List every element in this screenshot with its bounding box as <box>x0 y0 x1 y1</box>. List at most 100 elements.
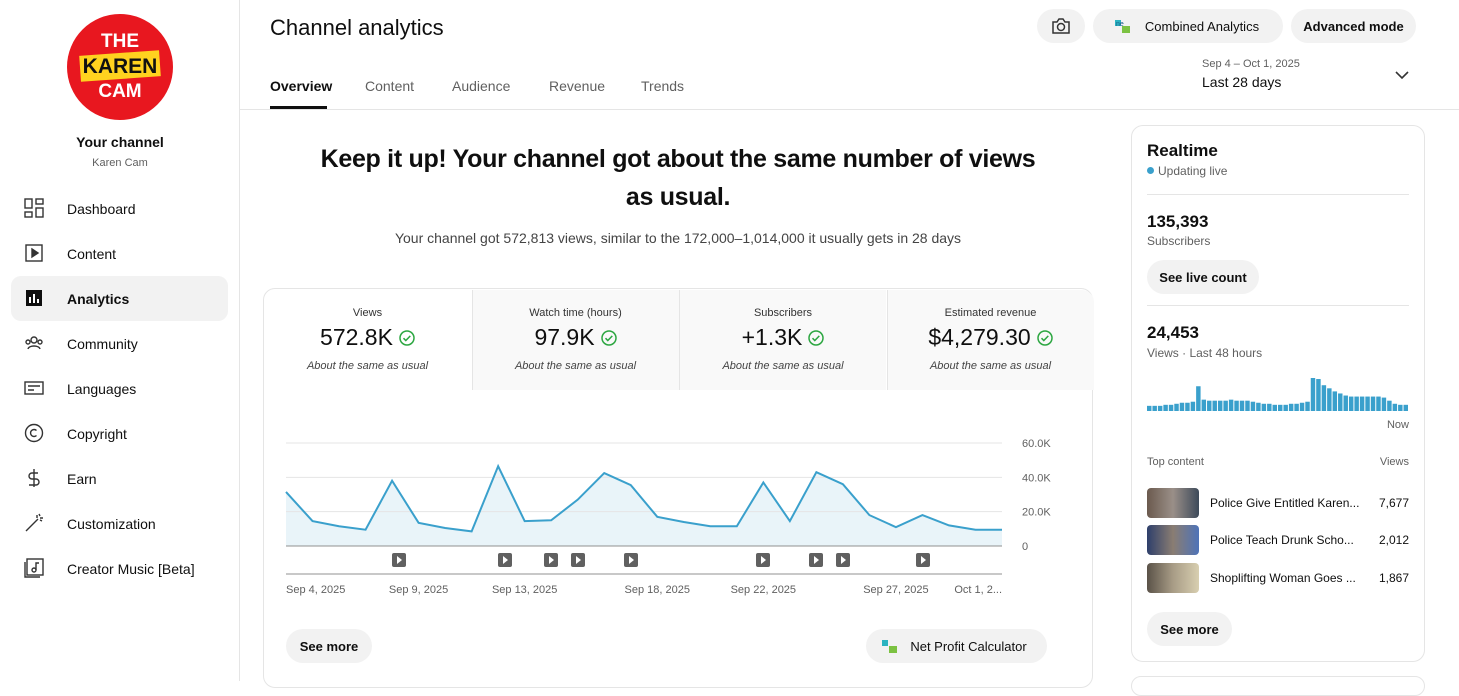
channel-name: Karen Cam <box>92 157 148 169</box>
bar <box>1245 400 1250 411</box>
x-tick-label: Sep 22, 2025 <box>731 584 796 596</box>
tab[interactable]: Overview <box>270 78 333 94</box>
bar <box>1288 403 1294 411</box>
bar <box>1278 404 1283 411</box>
nav-label: Community <box>67 335 138 352</box>
check-mark <box>402 334 411 342</box>
check-circle <box>808 329 825 346</box>
live-dot <box>1147 167 1154 174</box>
nav-label: Creator Music [Beta] <box>67 560 195 577</box>
see-more-button[interactable]: See more <box>1147 612 1232 646</box>
bar <box>1261 403 1267 411</box>
live-count-button[interactable]: See live count <box>1147 260 1259 294</box>
item-title: Shoplifting Woman Goes ... <box>1210 571 1356 585</box>
check-mark <box>812 334 821 342</box>
metric-card[interactable]: Views 572.8K About the same as usual <box>264 290 471 390</box>
bar <box>1310 378 1316 411</box>
calculator-button[interactable]: Net Profit Calculator <box>866 629 1047 663</box>
metric-note: About the same as usual <box>722 360 844 372</box>
metric-label: Estimated revenue <box>944 307 1037 319</box>
bar <box>1327 388 1332 411</box>
metric-value-row: 572.8K <box>264 324 471 351</box>
metric-value: 97.9K <box>534 324 595 350</box>
nav-item[interactable]: Earn <box>11 456 228 501</box>
dropdown-chevron[interactable] <box>1395 70 1409 80</box>
metric-value-row: +1.3K <box>680 324 886 351</box>
thumbnail <box>1147 488 1199 518</box>
metric-card[interactable]: Watch time (hours) 97.9K About the same as… <box>471 290 679 390</box>
x-tick-label: Sep 18, 2025 <box>625 584 690 596</box>
bar <box>1185 402 1190 411</box>
logo-text: KAREN <box>83 55 158 78</box>
nav-item[interactable]: Dashboard <box>11 186 228 231</box>
video-markers <box>392 553 930 567</box>
bar <box>1147 405 1152 411</box>
date-range[interactable]: Sep 4 – Oct 1, 2025 <box>1202 58 1300 70</box>
check-icon <box>600 329 617 346</box>
tab[interactable]: Trends <box>641 78 685 94</box>
bar <box>1190 401 1196 411</box>
check-icon <box>808 329 825 346</box>
nav-item[interactable]: Community <box>11 321 228 366</box>
bar <box>1354 396 1359 411</box>
top-content-item[interactable]: Shoplifting Woman Goes ... 1,867 <box>1147 563 1409 593</box>
metric-value-row: 97.9K <box>473 324 679 351</box>
check-icon <box>399 329 415 346</box>
bar <box>1387 400 1392 411</box>
tab[interactable]: Audience <box>452 78 511 94</box>
nav-label: Analytics <box>67 290 130 307</box>
nav-item[interactable]: Copyright <box>11 411 228 456</box>
metric-note: About the same as usual <box>514 360 637 372</box>
button-label: Combined Analytics <box>1144 18 1260 34</box>
metric-value: +1.3K <box>741 324 803 350</box>
area <box>286 466 1002 546</box>
svg-text:ne: ne <box>1116 21 1124 28</box>
views-label: Views · Last 48 hours <box>1147 346 1263 360</box>
check-mark <box>1040 334 1049 342</box>
bar <box>1250 401 1256 411</box>
item-title: Police Give Entitled Karen... <box>1210 496 1360 510</box>
nav-item[interactable]: Analytics <box>11 276 228 321</box>
tab[interactable]: Content <box>365 78 415 94</box>
nav-item[interactable]: Creator Music [Beta] <box>11 546 228 591</box>
period[interactable]: Last 28 days <box>1202 74 1282 90</box>
item-views: 7,677 <box>1378 496 1409 510</box>
bar <box>1365 396 1370 411</box>
page: THE KAREN CAM Your channel Karen Cam Das… <box>11 0 1459 696</box>
live-status: Updating live <box>1158 164 1228 178</box>
screenshot-button[interactable] <box>1037 9 1085 43</box>
bar <box>1348 396 1354 411</box>
nav-item[interactable]: Languages <box>11 366 228 411</box>
check-circle <box>1036 329 1053 346</box>
metric-card[interactable]: Estimated revenue $4,279.30 About the same… <box>886 290 1094 390</box>
bar <box>1267 403 1272 411</box>
channel-logo[interactable]: THE KAREN CAM <box>66 13 174 121</box>
item-title: Police Teach Drunk Scho... <box>1210 533 1354 547</box>
bar <box>1376 396 1381 411</box>
bar <box>1370 396 1376 411</box>
combined-analytics-button[interactable]: ne Combined Analytics <box>1093 9 1283 43</box>
divider <box>1147 194 1409 195</box>
next-card <box>1131 676 1425 696</box>
see-more-button[interactable]: See more <box>286 629 372 663</box>
advanced-mode-button[interactable]: Advanced mode <box>1291 9 1416 43</box>
bar <box>1201 399 1207 411</box>
summary-detail: Your channel got 572,813 views, similar … <box>394 230 962 246</box>
bar <box>1299 402 1305 411</box>
subscriber-count: 135,393 <box>1147 212 1209 231</box>
metric-card[interactable]: Subscribers +1.3K About the same as usual <box>679 290 886 390</box>
x-tick-label: Sep 27, 2025 <box>863 584 928 596</box>
top-content-item[interactable]: Police Give Entitled Karen... 7,677 <box>1147 488 1409 518</box>
nav-label: Content <box>67 245 117 262</box>
nav-label: Earn <box>67 470 97 487</box>
realtime-bars <box>1147 378 1408 411</box>
top-content-item[interactable]: Police Teach Drunk Scho... 2,012 <box>1147 525 1409 555</box>
nav-item[interactable]: Customization <box>11 501 228 546</box>
x-tick-label: Sep 13, 2025 <box>492 584 557 596</box>
metric-label: Subscribers <box>753 307 813 319</box>
views-header: Views <box>1379 456 1409 468</box>
nav-label: Customization <box>67 515 156 532</box>
bar <box>1321 385 1327 411</box>
nav-item[interactable]: Content <box>11 231 228 276</box>
tab[interactable]: Revenue <box>549 78 606 94</box>
